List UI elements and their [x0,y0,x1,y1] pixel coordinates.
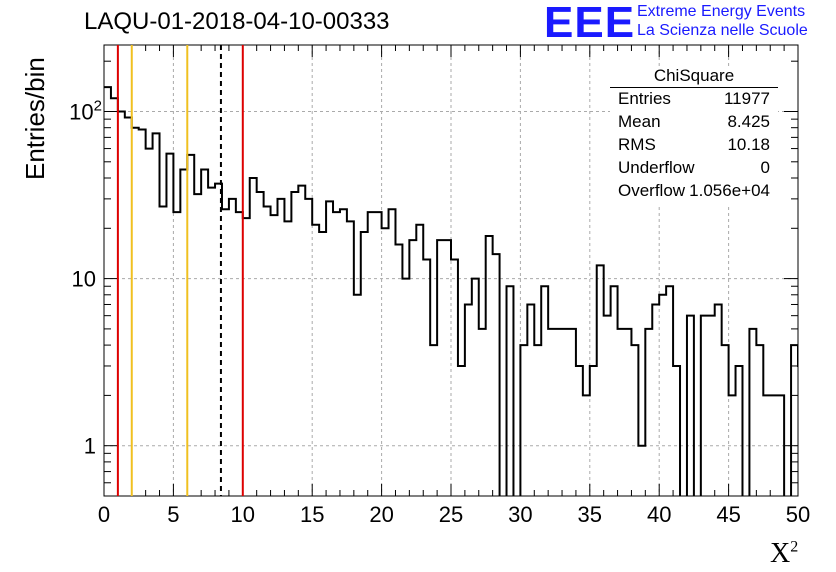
y-tick-label: 1 [84,434,96,459]
x-axis-label-base: X [770,538,791,569]
x-tick-label: 0 [98,502,110,527]
stats-row: Entries 11977 [610,89,778,112]
logo-line-2: La Scienza nelle Scuole [637,22,808,39]
x-axis-label: X2 [770,538,798,570]
x-tick-label: 25 [439,502,463,527]
x-tick-label: 45 [716,502,740,527]
stats-value: 0 [760,158,770,177]
x-tick-label: 5 [167,502,179,527]
stats-box-title: ChiSquare [610,66,778,88]
stats-value: 1.056e+04 [689,181,770,200]
x-tick-label: 10 [231,502,255,527]
stats-key: Mean [618,112,661,131]
stats-key: Entries [618,89,671,108]
stats-key: Underflow [618,158,695,177]
x-tick-label: 50 [786,502,810,527]
y-axis-label: Entries/bin [20,57,50,180]
chart-title: LAQU-01-2018-04-10-00333 [84,8,390,35]
x-axis-label-superscript: 2 [790,538,799,556]
stats-value: 8.425 [727,112,770,131]
x-tick-label: 35 [578,502,602,527]
y-tick-label-exponent: 2 [94,97,102,114]
stats-value: 10.18 [727,135,770,154]
eee-logo: EEE [544,0,636,47]
x-tick-label: 40 [647,502,671,527]
stats-row: Mean 8.425 [610,112,778,135]
stats-key: RMS [618,135,656,154]
y-tick-label-base: 10 [69,99,93,124]
stats-row: RMS 10.18 [610,135,778,158]
stats-row: Underflow 0 [610,158,778,181]
y-tick-label: 10 [72,267,96,292]
x-tick-label: 20 [369,502,393,527]
stats-value: 11977 [723,89,770,108]
logo-line-1: Extreme Energy Events [637,3,806,20]
stats-row: Overflow 1.056e+04 [610,181,778,204]
x-tick-label: 30 [508,502,532,527]
y-tick-label: 102 [69,97,102,124]
stats-key: Overflow [618,181,686,200]
histogram-steps [104,86,798,496]
x-tick-label: 15 [300,502,324,527]
stats-box: ChiSquare Entries 11977 Mean 8.425 RMS 10.1… [610,66,778,204]
